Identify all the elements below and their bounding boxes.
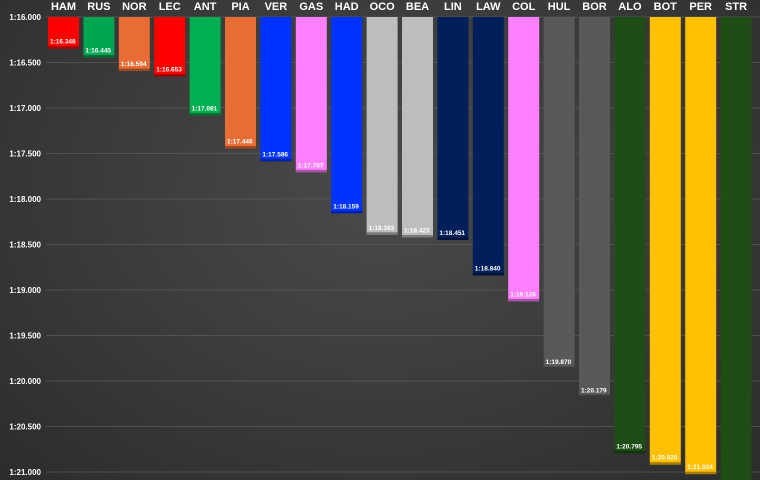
bar-nor: [118, 17, 150, 72]
y-tick-label: 1:17.000: [9, 104, 41, 113]
bar-str: [720, 17, 752, 480]
y-tick-label: 1:21.000: [9, 468, 41, 477]
category-label: HAD: [335, 1, 359, 13]
data-label: 1:20.795: [616, 443, 642, 450]
bar-base-shadow: [437, 237, 469, 241]
data-labels: 1:16.348 1:16.445 1:16.594 1:16.653 1:17.081…: [50, 39, 713, 472]
category-label: LEC: [159, 1, 181, 13]
data-label: 1:19.870: [546, 359, 572, 366]
bar-law: [472, 17, 504, 276]
category-label: OCO: [370, 1, 396, 13]
bar-oco: [366, 17, 398, 235]
y-tick-label: 1:18.000: [9, 195, 41, 204]
category-label: BEA: [406, 1, 429, 13]
bar-had: [331, 17, 363, 214]
y-axis: 1:16.000 1:16.500 1:17.000 1:17.500 1:18.000…: [9, 13, 41, 477]
bar-base-shadow: [295, 169, 327, 173]
y-tick-label: 1:17.500: [9, 150, 41, 159]
bar-lin: [437, 17, 469, 241]
bar-base-shadow: [260, 158, 292, 162]
bar-bea: [402, 17, 433, 238]
category-label: STR: [725, 1, 747, 13]
y-tick-label: 1:20.500: [9, 423, 41, 432]
data-label: 1:20.920: [652, 455, 678, 462]
bar-alo: [614, 17, 646, 454]
category-label: GAS: [299, 1, 323, 13]
data-label: 1:18.423: [404, 227, 430, 234]
category-label: PIA: [231, 1, 249, 13]
data-label: 1:16.594: [121, 61, 147, 68]
data-label: 1:18.159: [333, 203, 359, 210]
data-label: 1:17.586: [262, 151, 288, 158]
bar-bor: [579, 17, 610, 398]
bar-base-shadow: [402, 234, 433, 238]
category-label: RUS: [87, 1, 110, 13]
bar-base-shadow: [508, 298, 540, 302]
bar-base-shadow: [579, 394, 610, 398]
category-label: HUL: [548, 1, 571, 13]
y-tick-label: 1:16.500: [9, 59, 41, 68]
bar-base-shadow: [48, 46, 79, 49]
y-tick-label: 1:18.500: [9, 241, 41, 250]
category-label: PER: [689, 1, 712, 13]
bar-gas: [295, 17, 327, 173]
data-label: 1:19.126: [510, 291, 536, 298]
bar-bot: [649, 17, 681, 465]
category-label: ALO: [618, 1, 642, 13]
category-label: BOR: [582, 1, 607, 13]
data-label: 1:16.348: [50, 39, 76, 46]
category-label: LAW: [476, 1, 501, 13]
bar-base-shadow: [649, 462, 681, 465]
bar-ant: [189, 17, 221, 116]
bar-base-shadow: [118, 68, 150, 72]
category-label: ANT: [194, 1, 217, 13]
y-tick-label: 1:19.000: [9, 286, 41, 295]
data-label: 1:18.840: [475, 265, 501, 272]
bar-lec: [154, 17, 186, 77]
data-label: 1:17.707: [298, 162, 324, 169]
category-label: LIN: [444, 1, 462, 13]
data-label: 1:20.179: [581, 387, 607, 394]
y-tick-label: 1:20.000: [9, 377, 41, 386]
data-label: 1:18.393: [369, 225, 395, 232]
bar-base-shadow: [614, 450, 646, 454]
data-label: 1:16.445: [85, 47, 111, 54]
bar-col: [508, 17, 540, 302]
data-label: 1:18.451: [439, 230, 465, 237]
bar-base-shadow: [154, 73, 186, 77]
bar-hul: [543, 17, 575, 370]
data-label: 1:21.024: [687, 464, 713, 471]
bar-base-shadow: [472, 272, 504, 276]
data-label: 1:17.446: [227, 139, 253, 146]
y-tick-label: 1:16.000: [9, 13, 41, 22]
bar-rus: [83, 17, 115, 58]
bar-base-shadow: [225, 146, 256, 149]
bar-base-shadow: [543, 366, 575, 370]
bar-ver: [260, 17, 292, 162]
data-label: 1:17.081: [192, 105, 218, 112]
bar-ham: [48, 17, 79, 49]
bar-base-shadow: [366, 232, 398, 235]
y-tick-label: 1:19.500: [9, 332, 41, 341]
bar-base-shadow: [685, 471, 717, 475]
bar-base-shadow: [83, 54, 115, 58]
category-label: VER: [265, 1, 288, 13]
bar-per: [685, 17, 717, 475]
category-label: BOT: [654, 1, 678, 13]
bar-base-shadow: [189, 112, 221, 116]
category-label: NOR: [122, 1, 147, 13]
data-label: 1:16.653: [156, 66, 182, 73]
bar-base-shadow: [331, 210, 363, 214]
category-label: HAM: [51, 1, 76, 13]
category-labels: HAM RUS NOR LEC ANT PIA VER GAS HAD OCO BEA LIN LAW C…: [51, 1, 747, 13]
bar-pia: [225, 17, 256, 149]
bars: [48, 17, 752, 480]
category-label: COL: [512, 1, 536, 13]
